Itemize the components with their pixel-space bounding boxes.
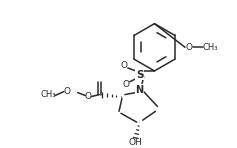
Text: O: O xyxy=(63,87,70,96)
Text: CH₃: CH₃ xyxy=(40,90,56,99)
Text: OH: OH xyxy=(129,138,143,147)
Text: O: O xyxy=(120,61,128,70)
Text: O: O xyxy=(85,92,92,101)
Text: S: S xyxy=(136,70,143,80)
Text: N: N xyxy=(136,85,144,95)
Text: CH₃: CH₃ xyxy=(203,43,218,52)
Text: O: O xyxy=(185,43,192,52)
Text: O: O xyxy=(122,80,129,89)
